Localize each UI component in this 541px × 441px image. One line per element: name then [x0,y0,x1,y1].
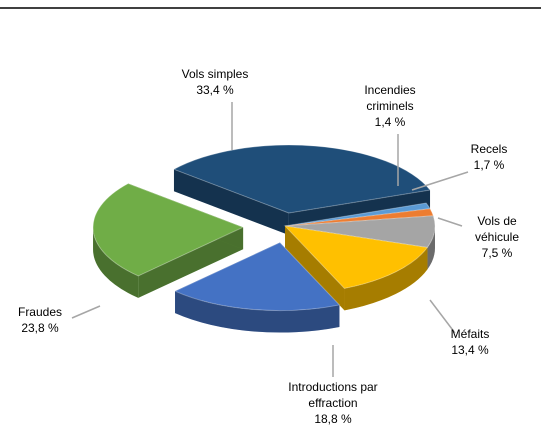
category-label: Méfaits [450,327,490,341]
data-label: Incendies criminels 1,4 % [350,82,430,130]
slice-top [284,215,436,249]
slice-top [284,208,434,227]
leader-line [437,217,463,227]
category-label: Vols de véhicule [474,214,520,244]
slice-side-shade [344,247,428,311]
slice-side-shade [427,226,435,270]
slice-top [283,225,429,289]
data-label: Fraudes 23,8 % [5,304,75,336]
slice-inner-wall [138,227,244,298]
slice-top [284,202,431,227]
slice-side [427,226,435,270]
data-label: Introductions par effraction 18,8 % [278,379,388,427]
slice [172,144,431,236]
leader-line [71,305,101,319]
value-label: 13,4 % [451,343,489,357]
slice-side-shade [93,227,139,298]
leader-line [411,171,469,191]
slice-top [92,182,245,277]
category-label: Incendies criminels [364,83,416,113]
category-label: Vols simples [181,67,249,81]
value-label: 23,8 % [21,321,59,335]
slice-side-shade [175,291,340,333]
slice-inner-wall [173,169,289,236]
data-label: Vols simples 33,4 % [165,66,265,98]
slice-top [173,241,341,312]
slice-inner-wall [285,226,345,311]
data-label: Méfaits 13,4 % [435,326,505,358]
category-label: Fraudes [17,305,63,319]
slice-top [172,144,431,214]
data-label: Vols de véhicule 7,5 % [462,213,532,261]
slice [173,241,341,333]
slice-inner-wall-shade [138,227,244,298]
slice [92,182,245,298]
value-label: 18,8 % [314,412,352,426]
value-label: 7,5 % [481,246,513,260]
leader-line [429,299,456,334]
slice-side [175,291,340,333]
value-label: 1,7 % [473,158,505,172]
category-label: Recels [470,142,508,156]
slice-inner-wall-shade [285,226,345,311]
data-label: Recels 1,7 % [454,141,524,173]
value-label: 33,4 % [196,83,234,97]
slice [283,225,429,311]
slice-side [344,247,428,311]
slice-side [93,227,139,298]
slice-inner-wall-shade [173,169,289,236]
category-label: Introductions par effraction [288,380,378,410]
value-label: 1,4 % [374,115,406,129]
